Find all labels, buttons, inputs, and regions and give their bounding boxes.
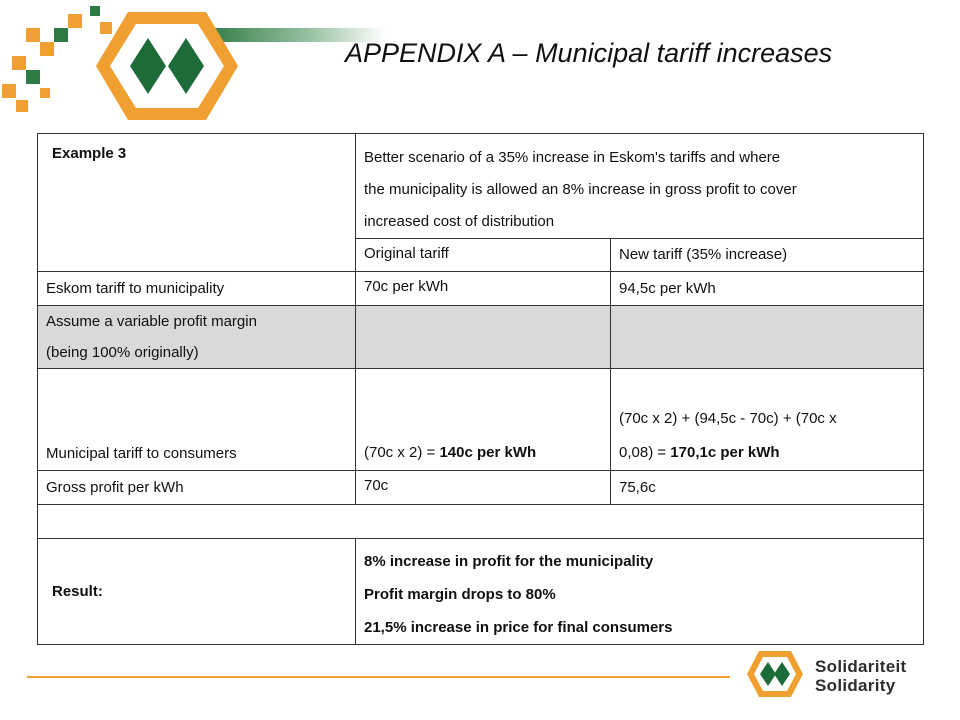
- row-label-line: Assume a variable profit margin: [46, 313, 257, 330]
- tariff-table: Example 3 Better scenario of a 35% incre…: [37, 133, 924, 645]
- row-label: Assume a variable profit margin (being 1…: [37, 305, 356, 369]
- row-label: Municipal tariff to consumers: [37, 368, 356, 471]
- table-row: Municipal tariff to consumers (70c x 2) …: [37, 368, 924, 471]
- scenario-cell: Better scenario of a 35% increase in Esk…: [355, 133, 924, 239]
- row-original-value: (70c x 2) = 140c per kWh: [355, 368, 611, 471]
- table-row: Assume a variable profit margin (being 1…: [37, 305, 924, 369]
- scenario-text-line: the municipality is allowed an 8% increa…: [364, 181, 797, 198]
- footer-line: [27, 676, 730, 678]
- header-decoration: [2, 6, 385, 120]
- formula-text: 0,08) =: [619, 444, 671, 461]
- row-new-value: 94,5c per kWh: [610, 271, 924, 306]
- table-row-empty: [37, 504, 924, 539]
- table-row: Eskom tariff to municipality 70c per kWh…: [37, 271, 924, 306]
- brand-name: Solidariteit Solidarity: [815, 657, 906, 695]
- formula-result: 140c per kWh: [439, 444, 537, 461]
- table-row: Original tariff New tariff (35% increase…: [38, 238, 924, 272]
- example-label: Example 3: [52, 145, 127, 162]
- row-new-value: [610, 305, 924, 369]
- formula-result: 170,1c per kWh: [670, 444, 780, 461]
- scenario-text-line: increased cost of distribution: [364, 213, 555, 230]
- scenario-text-line: Better scenario of a 35% increase in Esk…: [364, 149, 781, 166]
- result-label-cell: Result:: [37, 538, 356, 645]
- column-header-new: New tariff (35% increase): [610, 238, 924, 272]
- result-cell: 8% increase in profit for the municipali…: [355, 538, 924, 645]
- result-line: Profit margin drops to 80%: [364, 586, 556, 603]
- table-row: Example 3 Better scenario of a 35% incre…: [37, 133, 924, 272]
- pixel-squares: [2, 6, 112, 112]
- example-label-cell: Example 3: [37, 133, 356, 272]
- row-label: Gross profit per kWh: [37, 470, 356, 505]
- page-title: APPENDIX A – Municipal tariff increases: [345, 38, 833, 68]
- row-original-value: [355, 305, 611, 369]
- row-label-line: (being 100% originally): [46, 344, 199, 361]
- formula-text: (70c x 2) =: [364, 444, 440, 461]
- brand-line: Solidarity: [815, 676, 896, 695]
- logo-hexagon: [96, 12, 238, 120]
- row-original-value: 70c per kWh: [355, 271, 611, 306]
- row-new-value: (70c x 2) + (94,5c - 70c) + (70c x 0,08)…: [610, 368, 924, 471]
- table-row: Result: 8% increase in profit for the mu…: [37, 538, 924, 645]
- empty-cell: [37, 504, 924, 539]
- result-line: 8% increase in profit for the municipali…: [364, 553, 654, 570]
- row-label: Eskom tariff to municipality: [37, 271, 356, 306]
- result-line: 21,5% increase in price for final consum…: [364, 619, 673, 636]
- column-header-original: Original tariff: [355, 238, 611, 272]
- solidarity-logo-icon: [747, 651, 803, 697]
- row-new-value: 75,6c: [610, 470, 924, 505]
- brand-line: Solidariteit: [815, 657, 907, 676]
- table-row: Gross profit per kWh 70c 75,6c: [37, 470, 924, 505]
- formula-text: (70c x 2) + (94,5c - 70c) + (70c x: [619, 410, 837, 427]
- gradient-bar: [205, 28, 385, 42]
- row-original-value: 70c: [355, 470, 611, 505]
- result-label: Result:: [52, 583, 103, 600]
